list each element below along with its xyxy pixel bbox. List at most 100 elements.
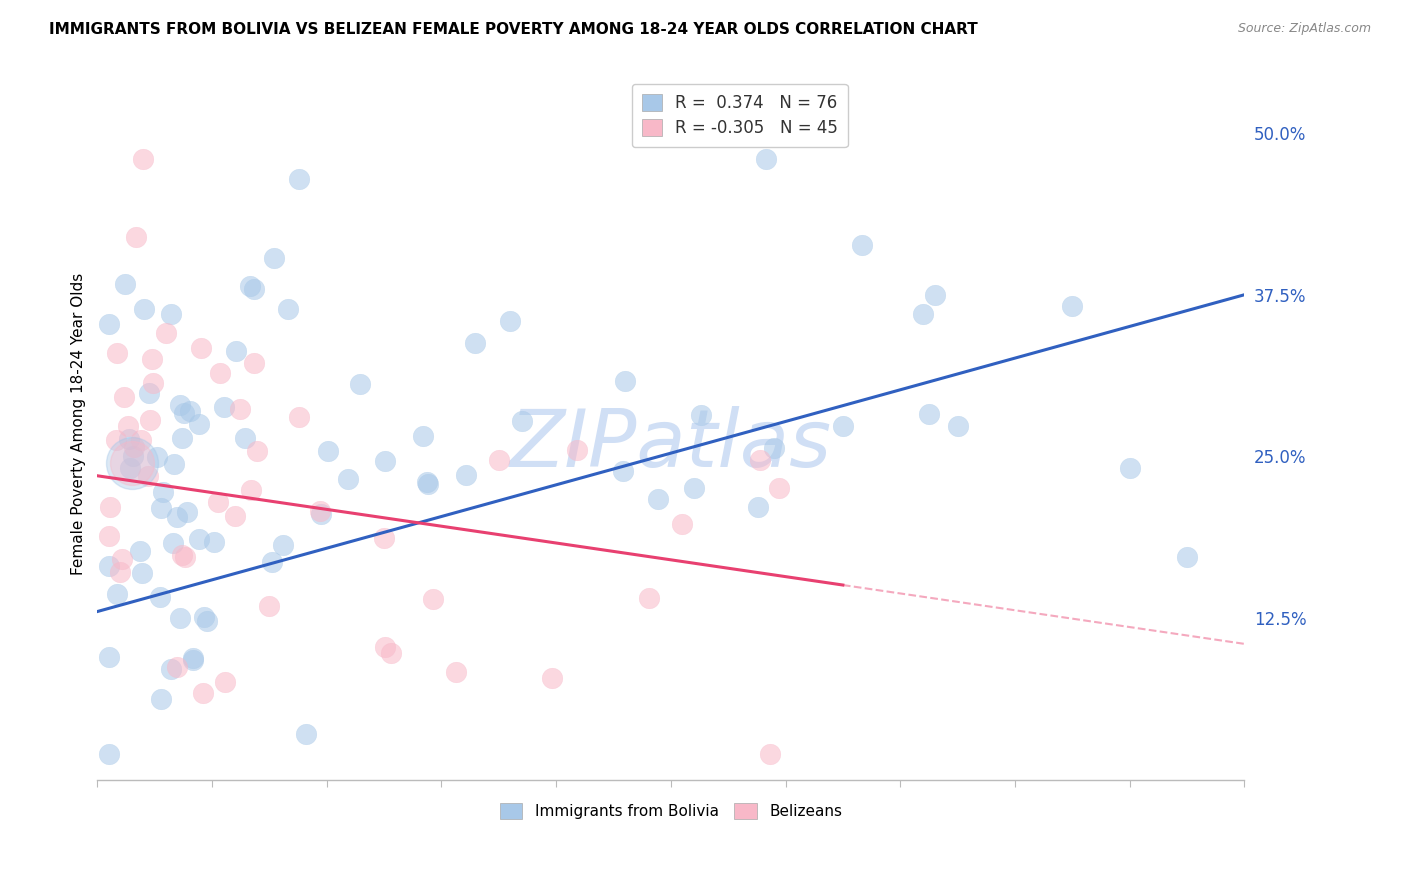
Point — [193, 610, 215, 624]
Point — [1062, 300, 1084, 314]
Point — [380, 646, 402, 660]
Point — [162, 535, 184, 549]
Point — [541, 672, 564, 686]
Point — [229, 402, 252, 417]
Point — [125, 229, 148, 244]
Point — [682, 481, 704, 495]
Point — [141, 351, 163, 366]
Point — [422, 592, 444, 607]
Point — [374, 454, 396, 468]
Point — [132, 152, 155, 166]
Point — [946, 418, 969, 433]
Text: IMMIGRANTS FROM BOLIVIA VS BELIZEAN FEMALE POVERTY AMONG 18-24 YEAR OLDS CORRELA: IMMIGRANTS FROM BOLIVIA VS BELIZEAN FEMA… — [49, 22, 979, 37]
Point — [152, 484, 174, 499]
Point — [149, 590, 172, 604]
Point — [97, 318, 120, 332]
Point — [176, 505, 198, 519]
Point — [225, 344, 247, 359]
Point — [118, 433, 141, 447]
Point — [309, 504, 332, 518]
Point — [759, 747, 782, 761]
Point — [155, 326, 177, 340]
Point — [374, 640, 396, 654]
Point — [613, 374, 636, 388]
Point — [110, 566, 132, 580]
Point — [207, 495, 229, 509]
Point — [288, 171, 311, 186]
Point — [224, 509, 246, 524]
Point — [188, 533, 211, 547]
Point — [748, 453, 770, 467]
Point — [129, 543, 152, 558]
Point — [294, 727, 316, 741]
Point — [647, 492, 669, 507]
Point — [262, 555, 284, 569]
Point — [444, 665, 467, 679]
Point — [488, 452, 510, 467]
Point — [202, 535, 225, 549]
Point — [173, 406, 195, 420]
Point — [139, 413, 162, 427]
Point — [755, 152, 778, 166]
Point — [193, 686, 215, 700]
Point — [1118, 460, 1140, 475]
Point — [112, 390, 135, 404]
Legend: Immigrants from Bolivia, Belizeans: Immigrants from Bolivia, Belizeans — [494, 797, 848, 825]
Point — [212, 401, 235, 415]
Point — [97, 747, 120, 761]
Point — [277, 302, 299, 317]
Point — [831, 419, 853, 434]
Point — [454, 467, 477, 482]
Point — [122, 450, 145, 464]
Point — [97, 529, 120, 543]
Point — [170, 431, 193, 445]
Point — [170, 549, 193, 563]
Point — [117, 418, 139, 433]
Point — [111, 551, 134, 566]
Point — [243, 356, 266, 370]
Point — [146, 450, 169, 465]
Y-axis label: Female Poverty Among 18-24 Year Olds: Female Poverty Among 18-24 Year Olds — [72, 273, 86, 575]
Point — [671, 516, 693, 531]
Point — [851, 238, 873, 252]
Point — [565, 443, 588, 458]
Point — [747, 500, 769, 514]
Point — [121, 456, 143, 470]
Point — [464, 335, 486, 350]
Point — [166, 660, 188, 674]
Point — [373, 531, 395, 545]
Point — [134, 301, 156, 316]
Point — [124, 440, 146, 454]
Point — [98, 500, 121, 514]
Point — [763, 441, 786, 455]
Point — [142, 376, 165, 391]
Point — [179, 403, 201, 417]
Point — [181, 651, 204, 665]
Point — [316, 443, 339, 458]
Point — [150, 692, 173, 706]
Point — [418, 477, 440, 491]
Point — [188, 417, 211, 431]
Point — [190, 341, 212, 355]
Point — [214, 674, 236, 689]
Point — [243, 282, 266, 296]
Point — [288, 409, 311, 424]
Point — [195, 614, 218, 628]
Point — [181, 653, 204, 667]
Point — [637, 591, 659, 606]
Point — [104, 433, 127, 447]
Point — [169, 398, 191, 412]
Point — [160, 662, 183, 676]
Point — [150, 501, 173, 516]
Point — [416, 475, 439, 490]
Point — [1175, 550, 1198, 565]
Point — [97, 558, 120, 573]
Point — [238, 278, 260, 293]
Point — [169, 611, 191, 625]
Point — [911, 307, 934, 321]
Point — [311, 507, 333, 521]
Point — [689, 408, 711, 422]
Point — [159, 307, 181, 321]
Point — [336, 472, 359, 486]
Point — [166, 509, 188, 524]
